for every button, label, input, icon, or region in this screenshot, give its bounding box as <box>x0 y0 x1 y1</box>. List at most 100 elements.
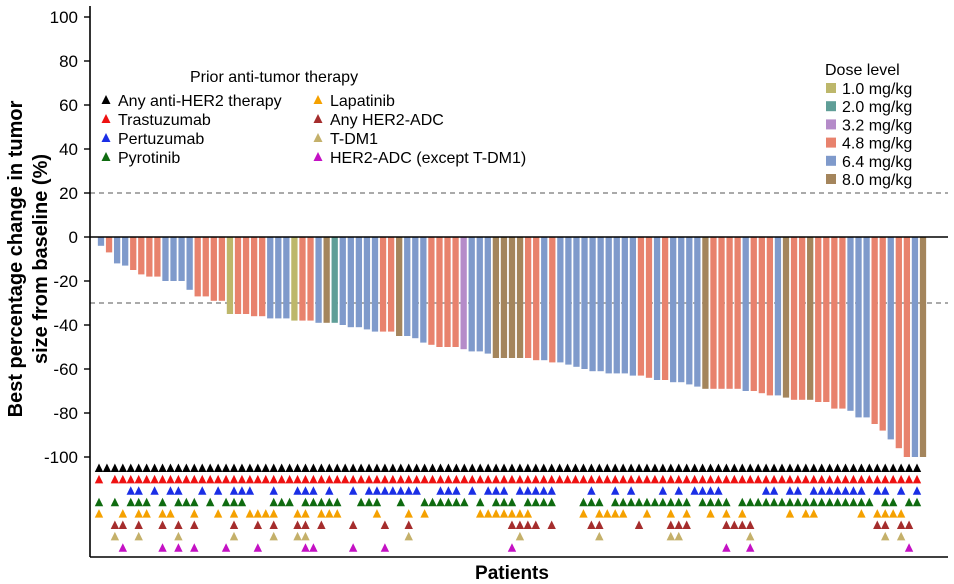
therapy-marker <box>499 463 509 472</box>
therapy-marker <box>380 543 390 552</box>
therapy-marker <box>841 497 850 507</box>
therapy-marker <box>372 474 382 484</box>
therapy-marker <box>507 463 517 472</box>
therapy-marker <box>825 486 834 495</box>
therapy-marker <box>237 474 247 484</box>
therapy-marker <box>603 509 612 518</box>
therapy-marker <box>515 531 525 541</box>
therapy-marker <box>595 497 604 507</box>
therapy-marker <box>301 463 310 472</box>
therapy-marker <box>325 463 334 472</box>
therapy-marker <box>746 463 755 472</box>
therapy-marker <box>483 463 493 472</box>
therapy-legend-marker <box>101 114 111 123</box>
therapy-marker <box>904 543 914 552</box>
therapy-marker <box>682 463 691 472</box>
bar <box>250 237 258 317</box>
therapy-marker <box>499 486 509 495</box>
therapy-legend-marker <box>101 152 111 161</box>
therapy-marker <box>269 531 278 541</box>
bar <box>605 237 612 374</box>
therapy-marker <box>698 463 707 472</box>
therapy-marker <box>793 474 803 484</box>
therapy-marker <box>674 531 683 541</box>
bar <box>911 237 919 457</box>
bar <box>315 237 322 323</box>
bar <box>420 237 427 343</box>
therapy-marker <box>476 509 485 518</box>
therapy-marker <box>515 486 525 495</box>
bar <box>766 237 774 396</box>
therapy-marker <box>738 474 747 484</box>
therapy-marker <box>515 509 525 518</box>
bar <box>815 237 822 402</box>
therapy-marker <box>523 474 533 484</box>
therapy-marker <box>229 509 239 518</box>
therapy-marker <box>348 543 358 552</box>
therapy-marker <box>110 520 120 529</box>
therapy-marker <box>611 474 620 484</box>
therapy-marker <box>722 497 731 507</box>
therapy-marker <box>356 497 366 507</box>
therapy-marker <box>793 497 803 507</box>
therapy-marker <box>301 543 310 552</box>
therapy-marker <box>476 474 485 484</box>
therapy-marker <box>698 474 707 484</box>
bars <box>97 237 927 457</box>
therapy-marker <box>420 497 429 507</box>
therapy-marker <box>611 497 620 507</box>
therapy-marker <box>499 497 509 507</box>
therapy-marker <box>348 520 358 529</box>
therapy-marker <box>499 474 509 484</box>
therapy-marker <box>881 531 890 541</box>
bar <box>396 237 403 336</box>
therapy-marker <box>436 463 445 472</box>
therapy-marker <box>571 474 580 484</box>
therapy-marker <box>547 474 556 484</box>
therapy-marker <box>753 497 763 507</box>
therapy-legend-marker <box>101 133 111 142</box>
therapy-marker <box>436 497 445 507</box>
therapy-marker <box>730 520 739 529</box>
bar <box>613 237 620 374</box>
bar <box>678 237 685 383</box>
bar <box>807 237 814 400</box>
therapy-marker <box>380 463 390 472</box>
therapy-marker <box>865 463 874 472</box>
therapy-marker <box>746 497 755 507</box>
therapy-marker <box>364 474 374 484</box>
therapy-marker <box>436 486 445 495</box>
therapy-marker <box>476 497 485 507</box>
therapy-marker <box>205 497 215 507</box>
therapy-marker <box>372 509 382 518</box>
bar <box>847 237 854 411</box>
dose-legend-swatch <box>826 83 836 93</box>
therapy-marker <box>404 520 413 529</box>
bar <box>645 237 653 378</box>
therapy-marker <box>428 497 437 507</box>
therapy-marker <box>801 474 811 484</box>
bar <box>790 237 798 400</box>
therapy-marker-rows <box>94 463 922 552</box>
therapy-marker <box>404 474 413 484</box>
y-tick-label: 0 <box>69 228 78 247</box>
y-axis-label-line-1: Best percentage change in tumor <box>5 100 27 417</box>
bar <box>726 237 733 389</box>
therapy-marker <box>674 463 683 472</box>
therapy-marker <box>420 509 429 518</box>
bar <box>178 237 185 281</box>
therapy-marker <box>523 463 533 472</box>
therapy-marker <box>428 463 437 472</box>
therapy-marker <box>896 486 906 495</box>
therapy-marker <box>817 463 826 472</box>
therapy-marker <box>523 486 533 495</box>
therapy-marker <box>857 486 866 495</box>
therapy-marker <box>229 486 239 495</box>
therapy-marker <box>293 509 302 518</box>
dose-legend-label: 8.0 mg/kg <box>842 172 912 189</box>
therapy-marker <box>896 531 906 541</box>
therapy-marker <box>348 463 358 472</box>
therapy-marker <box>674 486 683 495</box>
therapy-marker <box>348 474 358 484</box>
therapy-marker <box>666 520 676 529</box>
